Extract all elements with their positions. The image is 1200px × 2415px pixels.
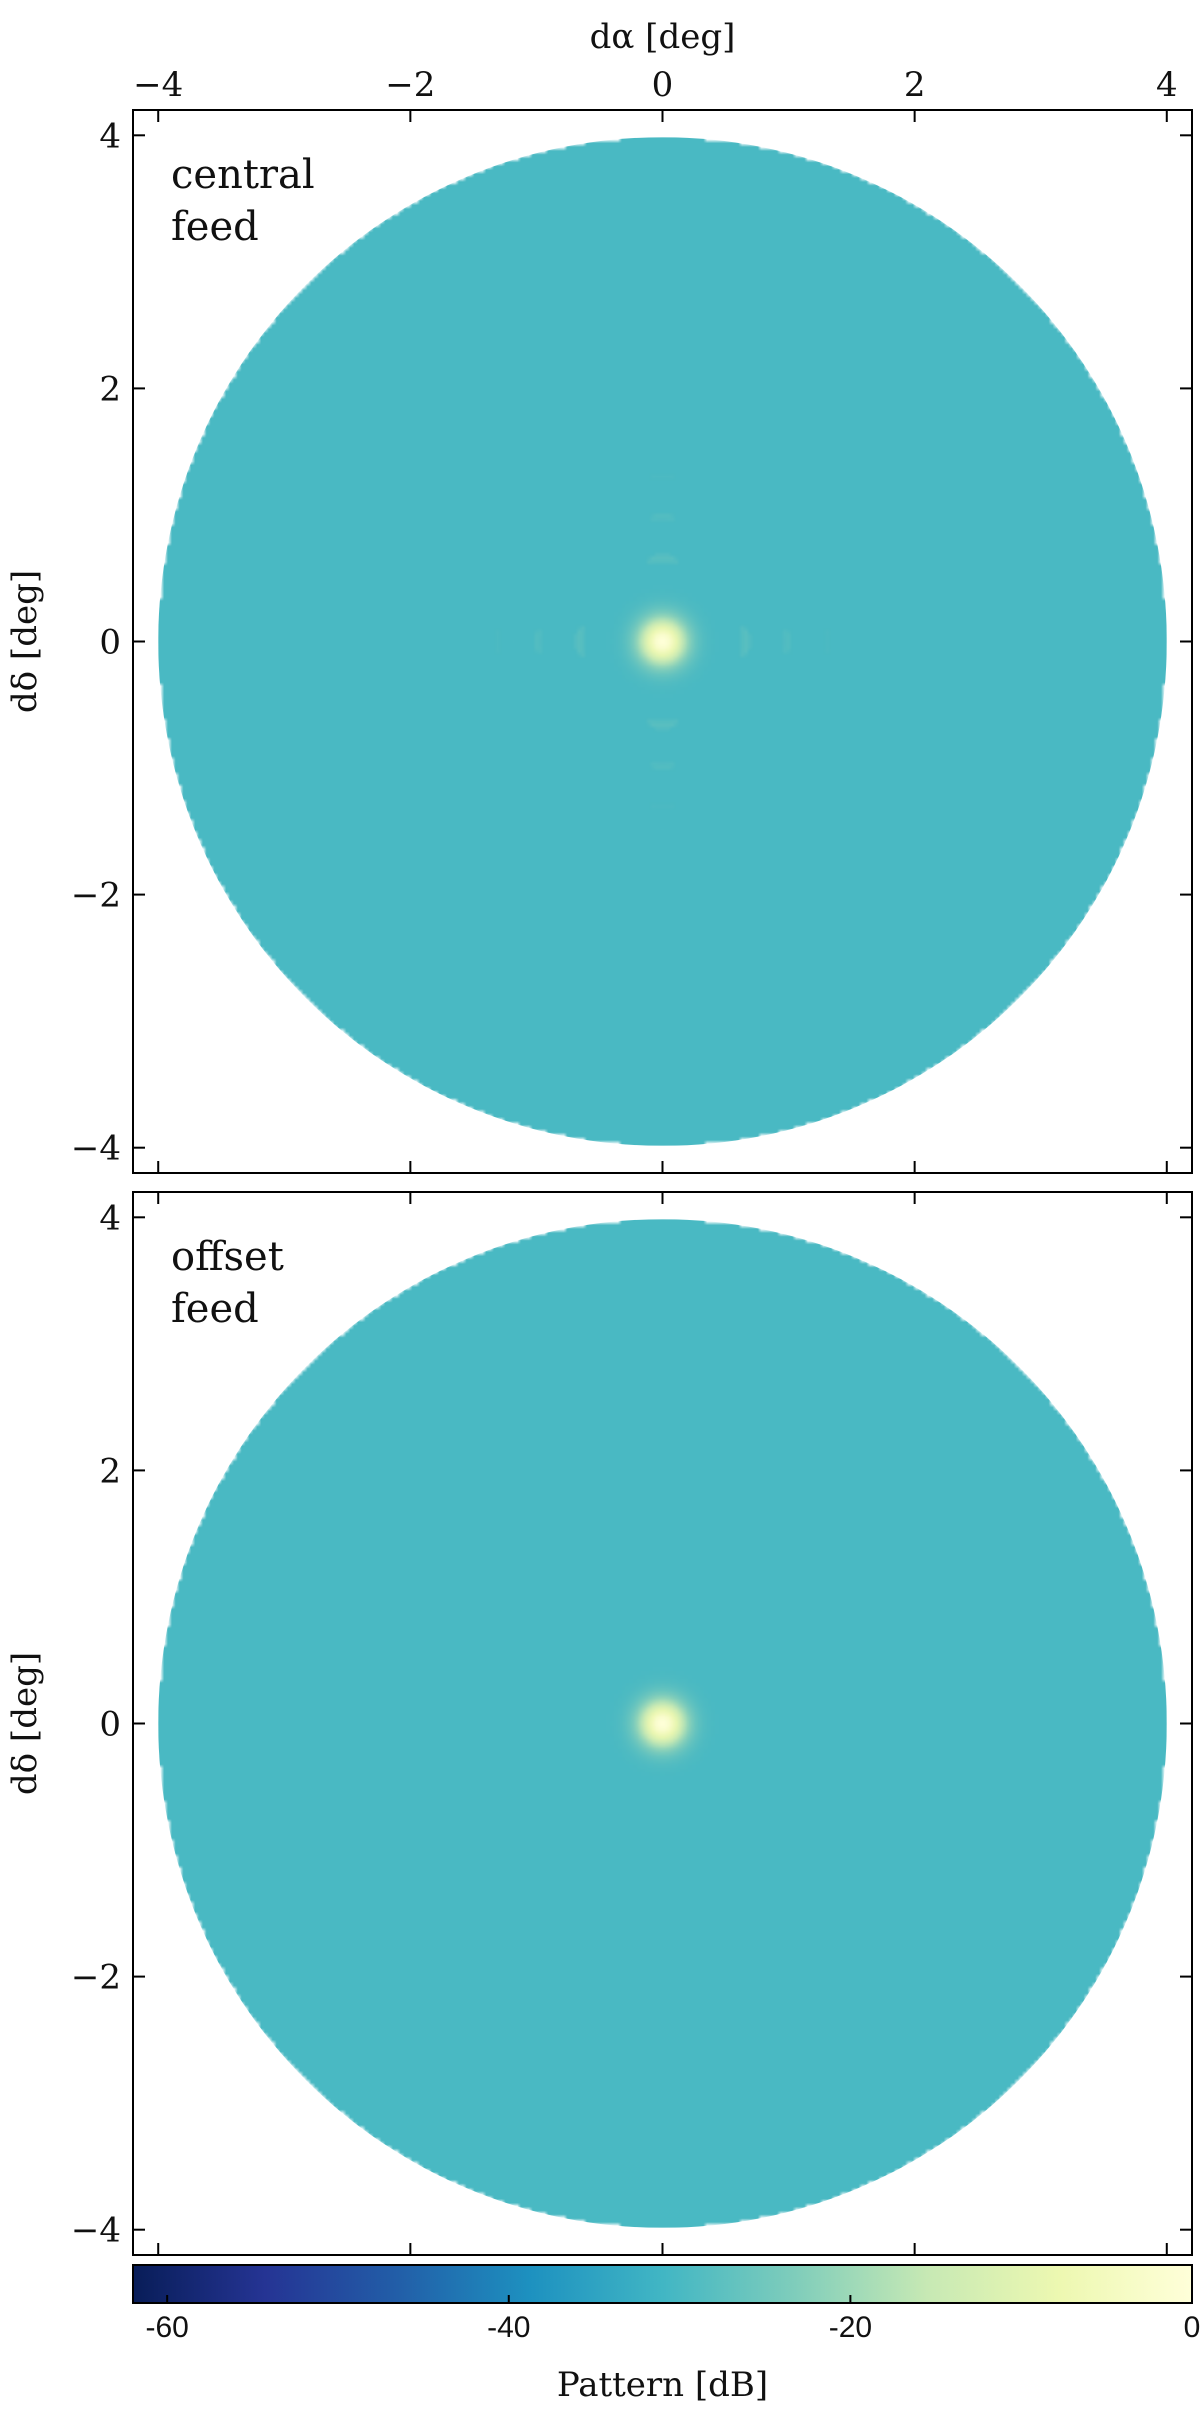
colorbar-tick-label: -60 — [145, 2311, 188, 2344]
y-tick-label: −4 — [71, 1129, 121, 1169]
beam-pattern-heatmap — [158, 1219, 1167, 2228]
y-tick-label: 0 — [99, 1705, 121, 1745]
panel-offset-feed: −4 −2 0 2 4 dδ [deg] offset feed — [5, 1191, 1193, 2256]
colorbar-tick-label: -40 — [487, 2311, 530, 2344]
colorbar-tick-label: -20 — [829, 2311, 872, 2344]
x-tick-label: −4 — [133, 65, 183, 105]
colorbar-gradient — [132, 2264, 1193, 2304]
x-tick-label: 0 — [652, 65, 674, 105]
y-axis-title: dδ [deg] — [5, 1652, 45, 1795]
panel-label: feed — [171, 1286, 259, 1332]
panel-label: offset — [171, 1234, 284, 1280]
y-tick-label: 2 — [99, 1451, 121, 1491]
beam-pattern-heatmap — [158, 137, 1167, 1146]
y-tick-label: 2 — [99, 369, 121, 409]
panel-label: feed — [171, 204, 259, 250]
y-tick-label: 4 — [99, 1198, 121, 1238]
y-tick-label: −2 — [71, 1958, 121, 1998]
panel-central-feed: −4 −2 0 2 4 −4 −2 0 2 4 dα [deg] dδ [deg] central fee… — [5, 17, 1193, 1174]
x-tick-label: 4 — [1156, 65, 1178, 105]
y-axis-title: dδ [deg] — [5, 570, 45, 713]
y-tick-label: 4 — [99, 116, 121, 156]
panel-label: central — [171, 152, 315, 198]
y-tick-label: 0 — [99, 623, 121, 663]
x-tick-label: 2 — [904, 65, 926, 105]
colorbar: -60 -40 -20 0 Pattern [dB] — [132, 2264, 1200, 2405]
colorbar-tick-label: 0 — [1184, 2311, 1200, 2344]
x-axis-title: dα [deg] — [590, 17, 736, 57]
y-tick-label: −2 — [71, 876, 121, 916]
colorbar-title: Pattern [dB] — [557, 2365, 768, 2405]
x-tick-label: −2 — [385, 65, 435, 105]
y-tick-label: −4 — [71, 2211, 121, 2251]
